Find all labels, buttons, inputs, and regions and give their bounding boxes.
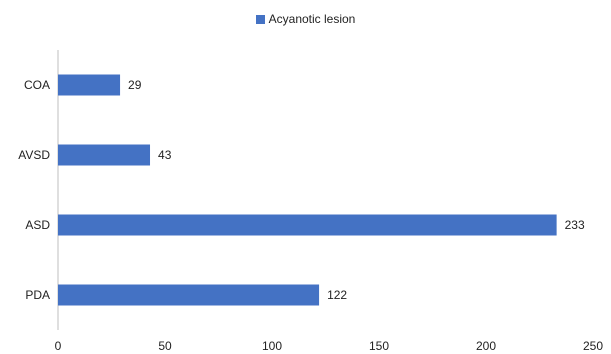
x-tick-label: 250 xyxy=(583,339,603,353)
bar-pda xyxy=(58,284,320,306)
bar-asd xyxy=(58,214,557,236)
chart-legend: Acyanotic lesion xyxy=(0,12,611,26)
category-label-asd: ASD xyxy=(25,218,50,232)
category-label-pda: PDA xyxy=(25,288,50,302)
x-tick-label: 50 xyxy=(158,339,172,353)
bar-avsd xyxy=(58,144,151,166)
data-label-avsd: 43 xyxy=(158,148,172,162)
legend-swatch-icon xyxy=(255,15,265,24)
legend-label: Acyanotic lesion xyxy=(268,12,356,26)
data-label-asd: 233 xyxy=(565,218,585,232)
data-label-coa: 29 xyxy=(128,78,142,92)
data-label-pda: 122 xyxy=(327,288,347,302)
bar-coa xyxy=(58,74,121,96)
x-tick-label: 0 xyxy=(55,339,62,353)
category-label-coa: COA xyxy=(24,78,50,92)
x-tick-label: 150 xyxy=(369,339,389,353)
x-tick-label: 100 xyxy=(262,339,282,353)
category-label-avsd: AVSD xyxy=(18,148,50,162)
x-tick-label: 200 xyxy=(476,339,496,353)
